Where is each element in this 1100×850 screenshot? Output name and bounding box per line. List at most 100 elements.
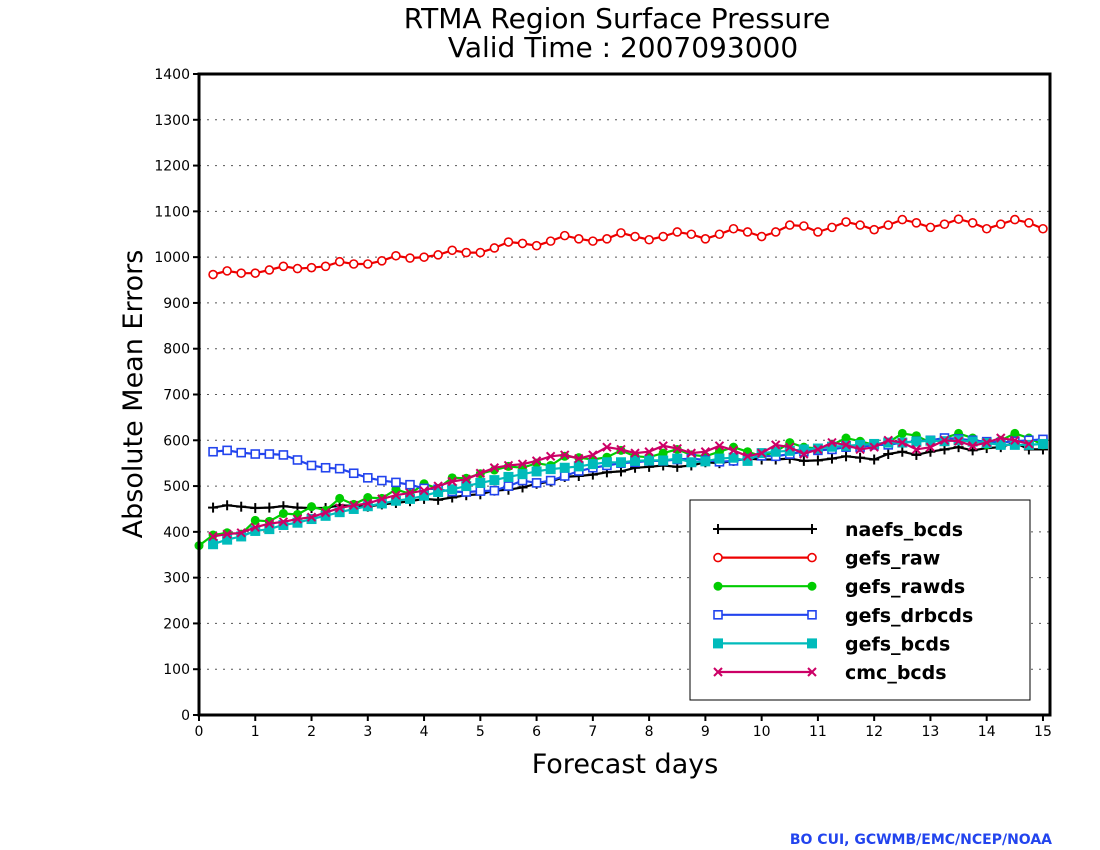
x-tick-label: 15 xyxy=(1034,724,1052,740)
data-point xyxy=(672,443,682,454)
data-point xyxy=(615,457,626,468)
x-tick-label: 6 xyxy=(532,724,541,740)
data-point xyxy=(615,466,626,477)
data-point xyxy=(362,259,373,269)
data-point xyxy=(686,229,697,240)
data-point xyxy=(278,517,289,527)
data-point xyxy=(545,464,556,475)
y-tick-label: 800 xyxy=(163,342,190,358)
data-point xyxy=(391,477,401,488)
data-point xyxy=(714,453,725,464)
y-tick-label: 1000 xyxy=(154,250,190,266)
data-point xyxy=(827,222,837,233)
data-point xyxy=(208,446,218,457)
data-point xyxy=(827,437,837,448)
data-point xyxy=(404,493,415,504)
y-tick-label: 0 xyxy=(181,708,190,724)
data-point xyxy=(574,453,584,464)
data-point xyxy=(883,449,894,460)
data-point xyxy=(925,442,936,452)
data-point xyxy=(953,214,964,224)
data-point xyxy=(362,501,373,512)
legend-label: gefs_drbcds xyxy=(845,605,973,627)
data-point xyxy=(419,490,430,501)
data-point xyxy=(813,227,823,237)
data-point xyxy=(306,460,317,471)
data-point xyxy=(807,524,817,534)
data-point xyxy=(320,462,331,473)
legend: naefs_bcds gefs_raw gefs_rawds gefs_drbcdsg… xyxy=(689,499,1031,701)
data-point xyxy=(531,240,542,251)
data-point xyxy=(798,444,809,455)
data-point xyxy=(390,495,401,506)
data-point xyxy=(503,481,514,491)
data-point xyxy=(602,234,612,244)
data-point xyxy=(447,484,458,495)
data-point xyxy=(714,229,725,240)
data-point xyxy=(841,217,851,227)
data-point xyxy=(658,231,668,242)
data-point xyxy=(348,503,359,514)
data-point xyxy=(503,471,514,482)
data-point xyxy=(250,515,260,525)
data-point xyxy=(826,441,837,452)
data-point xyxy=(770,446,781,457)
data-point xyxy=(1024,218,1034,228)
data-point xyxy=(517,238,528,249)
data-point xyxy=(419,252,429,262)
data-point xyxy=(742,227,753,237)
data-point xyxy=(713,638,723,649)
data-point xyxy=(363,498,373,509)
data-point xyxy=(306,514,317,525)
data-point xyxy=(713,581,723,591)
data-point xyxy=(208,269,218,280)
data-point xyxy=(545,451,556,462)
data-point xyxy=(320,510,331,521)
legend-label: gefs_bcds xyxy=(845,633,950,655)
data-point xyxy=(700,447,711,457)
data-point xyxy=(807,667,817,677)
x-tick-label: 12 xyxy=(865,724,883,740)
data-point xyxy=(798,455,809,466)
data-point xyxy=(348,468,359,479)
data-point xyxy=(686,448,697,458)
x-tick-label: 0 xyxy=(195,724,204,740)
data-point xyxy=(967,441,978,451)
data-point xyxy=(785,442,795,452)
data-point xyxy=(447,245,457,256)
data-point xyxy=(503,460,514,471)
x-tick-label: 10 xyxy=(753,724,771,740)
data-point xyxy=(925,222,936,233)
data-point xyxy=(278,261,289,272)
data-point xyxy=(742,451,753,462)
x-axis-ticks: 0 1 2 3 4 5 6 7 8 9 10 11 12 13 14 15 xyxy=(195,715,1052,740)
y-tick-label: 700 xyxy=(163,388,190,404)
data-point xyxy=(236,447,246,458)
series-lines xyxy=(194,214,1048,551)
legend-label: gefs_raw xyxy=(845,548,940,570)
data-point xyxy=(376,498,387,509)
data-point xyxy=(771,440,781,450)
data-point xyxy=(292,514,303,524)
data-point xyxy=(953,436,964,446)
data-point xyxy=(222,534,233,545)
data-point xyxy=(377,494,387,504)
x-tick-label: 2 xyxy=(307,724,316,740)
chart-title: RTMA Region Surface Pressure xyxy=(404,2,831,35)
legend-item: cmc_bcds xyxy=(713,662,947,684)
data-point xyxy=(714,441,725,451)
data-point xyxy=(208,531,218,542)
data-point xyxy=(658,448,668,458)
data-point xyxy=(1010,435,1020,445)
chart-subtitle: Valid Time : 2007093000 xyxy=(448,31,798,64)
data-point xyxy=(897,446,908,457)
data-point xyxy=(911,449,922,460)
data-point xyxy=(335,493,345,503)
data-point xyxy=(911,436,922,447)
series-gefs_bcds xyxy=(208,435,1048,550)
data-point xyxy=(405,479,415,490)
y-axis-ticks: 0 100 200 300 400 500 600 700 800 900 1000 1100 1200… xyxy=(154,67,199,724)
data-point xyxy=(461,474,471,484)
data-point xyxy=(362,473,373,483)
data-point xyxy=(883,220,894,230)
